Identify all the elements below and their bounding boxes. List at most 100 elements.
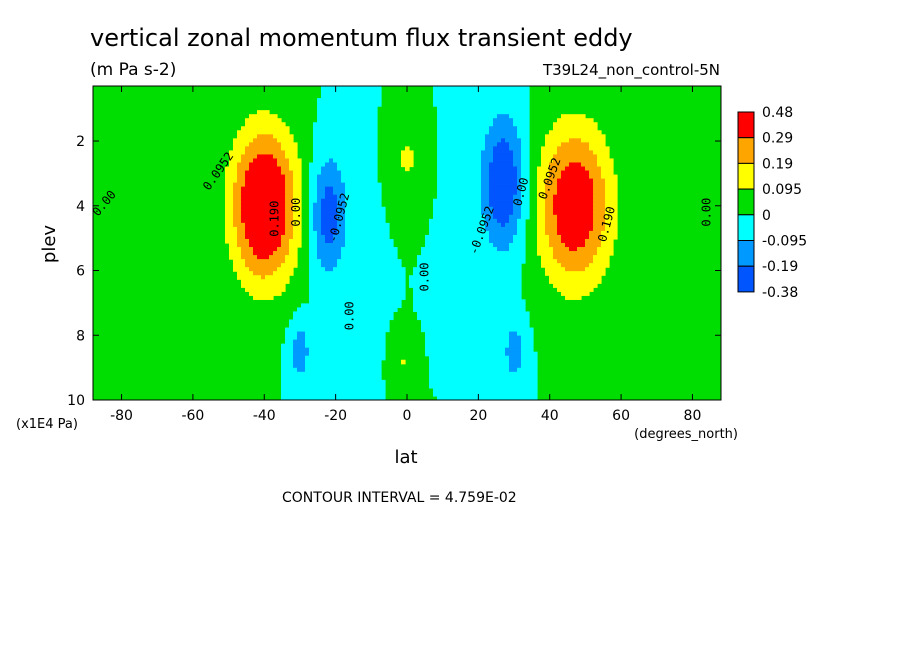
field-cell bbox=[489, 190, 518, 196]
field-cell bbox=[225, 210, 234, 216]
field-cell bbox=[245, 178, 286, 184]
x-tick-label: 40 bbox=[541, 408, 559, 424]
field-cell bbox=[545, 182, 558, 188]
x-axis: -80 -60 -40 -20 0 20 40 60 80 bbox=[110, 86, 701, 424]
field-cell bbox=[517, 190, 522, 196]
field-cell bbox=[429, 222, 486, 228]
field-cell bbox=[245, 263, 282, 268]
field-cell bbox=[513, 206, 522, 212]
field-cell bbox=[253, 158, 278, 164]
field-cell bbox=[557, 178, 594, 184]
field-cell bbox=[521, 214, 530, 220]
field-cell bbox=[429, 218, 486, 224]
field-cell bbox=[309, 247, 318, 252]
field-cell bbox=[537, 198, 546, 204]
field-cell bbox=[241, 154, 258, 160]
field-cell bbox=[281, 387, 386, 393]
field-cell bbox=[605, 190, 618, 196]
field-cell bbox=[549, 243, 566, 248]
field-cell bbox=[493, 118, 514, 123]
field-cell bbox=[325, 186, 334, 192]
field-cell bbox=[521, 210, 530, 216]
field-cell bbox=[325, 194, 338, 200]
field-cell bbox=[293, 347, 310, 353]
field-cell bbox=[489, 174, 518, 180]
field-cell bbox=[229, 243, 238, 248]
field-cell bbox=[237, 238, 250, 244]
field-cell bbox=[321, 86, 382, 91]
field-cell bbox=[305, 359, 382, 365]
field-cell bbox=[597, 154, 610, 160]
field-cell bbox=[309, 287, 406, 292]
field-cell bbox=[229, 158, 242, 164]
field-cell bbox=[545, 206, 554, 212]
field-cell bbox=[345, 198, 382, 204]
field-cell bbox=[545, 230, 558, 236]
field-cell bbox=[345, 182, 382, 188]
field-cell bbox=[437, 174, 482, 180]
field-cell bbox=[601, 170, 614, 176]
field-cell bbox=[493, 206, 514, 212]
field-cell bbox=[437, 122, 494, 127]
field-cell bbox=[285, 198, 294, 204]
field-cell bbox=[253, 295, 274, 300]
field-cell bbox=[585, 267, 606, 272]
field-cell bbox=[561, 263, 590, 268]
field-cell bbox=[521, 206, 530, 212]
field-cell bbox=[225, 186, 234, 192]
field-cell bbox=[485, 146, 494, 152]
x-tick-label: 0 bbox=[403, 408, 412, 424]
field-cell bbox=[309, 218, 314, 224]
field-cell bbox=[541, 255, 554, 260]
field-cell bbox=[521, 150, 530, 156]
field-cell bbox=[297, 307, 398, 313]
field-cell bbox=[425, 343, 510, 349]
field-cell bbox=[433, 202, 482, 208]
field-cell bbox=[425, 339, 510, 345]
field-cell bbox=[237, 243, 250, 248]
field-cell bbox=[345, 222, 390, 228]
field-cell bbox=[557, 287, 594, 292]
field-cell bbox=[413, 291, 522, 296]
field-cell bbox=[297, 367, 306, 373]
field-cell bbox=[229, 255, 242, 260]
field-cell bbox=[537, 243, 550, 248]
field-cell bbox=[581, 138, 606, 143]
field-cell bbox=[321, 166, 338, 172]
field-cell bbox=[233, 218, 242, 224]
field-cell bbox=[309, 238, 318, 244]
field-cell bbox=[285, 202, 294, 208]
field-cell bbox=[313, 126, 378, 131]
field-cell bbox=[317, 98, 382, 103]
field-cell bbox=[545, 134, 606, 139]
field-cell bbox=[521, 174, 530, 180]
field-cell bbox=[589, 174, 602, 180]
field-cell bbox=[597, 247, 614, 252]
field-cell bbox=[549, 166, 566, 172]
field-cell bbox=[309, 202, 314, 208]
field-cell bbox=[245, 122, 286, 127]
field-cell bbox=[309, 170, 322, 176]
field-cell bbox=[545, 218, 558, 224]
field-cell bbox=[285, 331, 298, 337]
field-cell bbox=[597, 251, 614, 256]
field-cell bbox=[289, 323, 390, 329]
field-cell bbox=[565, 166, 586, 172]
field-cell bbox=[313, 146, 378, 152]
field-cell bbox=[589, 142, 606, 147]
field-cell bbox=[481, 186, 490, 192]
field-cell bbox=[553, 122, 598, 127]
field-cell bbox=[553, 255, 594, 260]
field-cell bbox=[413, 299, 526, 304]
y-axis-units: (x1E4 Pa) bbox=[16, 417, 78, 432]
field-cell bbox=[437, 194, 482, 200]
field-cell bbox=[309, 190, 318, 196]
field-cell bbox=[561, 291, 590, 296]
field-cell bbox=[293, 198, 302, 204]
field-cell bbox=[289, 238, 302, 244]
field-cell bbox=[321, 206, 338, 212]
field-cell bbox=[593, 206, 606, 212]
field-cell bbox=[241, 251, 254, 256]
field-cell bbox=[489, 234, 514, 240]
field-cell bbox=[521, 166, 530, 172]
